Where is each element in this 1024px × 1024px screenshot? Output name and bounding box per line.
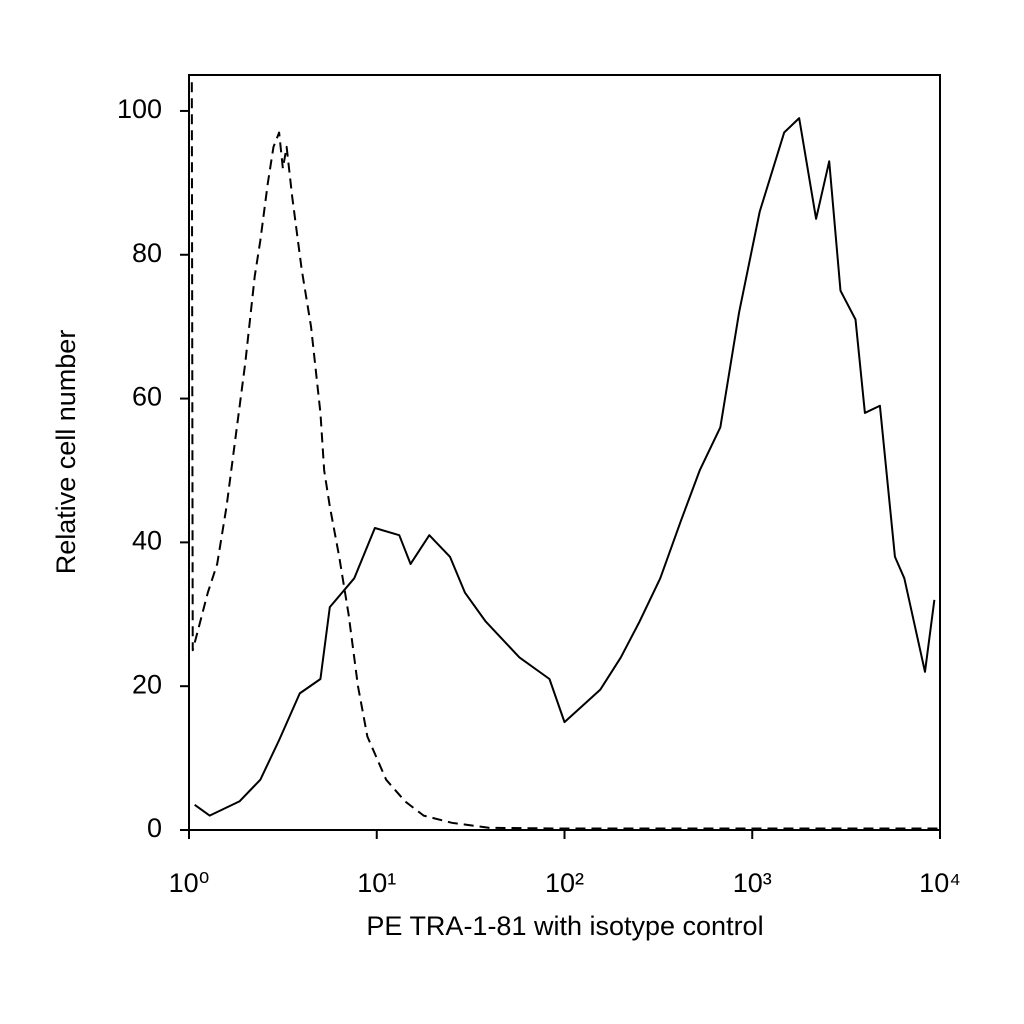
x-tick-label: 10³ bbox=[733, 868, 772, 898]
histogram-line bbox=[194, 117, 936, 817]
y-tick-label: 60 bbox=[132, 382, 162, 412]
plot-frame bbox=[188, 74, 941, 831]
x-tick-label: 10² bbox=[545, 868, 584, 898]
y-tick-label: 0 bbox=[147, 813, 162, 843]
x-tick-label: 10⁰ bbox=[169, 868, 210, 898]
y-tick-label: 100 bbox=[117, 94, 162, 124]
y-tick-label: 20 bbox=[132, 669, 162, 699]
y-tick-label: 40 bbox=[132, 526, 162, 556]
histogram-line bbox=[190, 82, 940, 830]
y-tick-label: 80 bbox=[132, 238, 162, 268]
x-axis-title: PE TRA-1-81 with isotype control bbox=[366, 911, 763, 941]
x-tick-label: 10⁴ bbox=[919, 868, 961, 898]
x-tick-label: 10¹ bbox=[357, 868, 396, 898]
y-axis-title: Relative cell number bbox=[51, 330, 81, 575]
